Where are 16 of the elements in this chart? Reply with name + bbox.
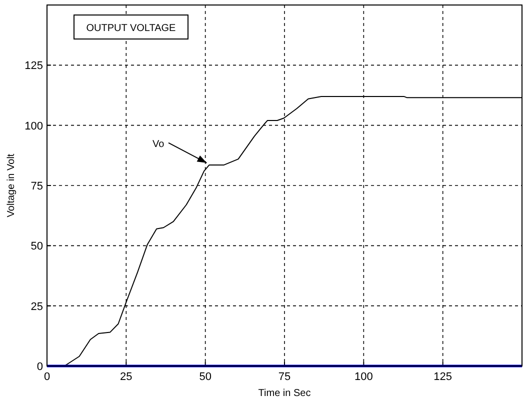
annotation: Vo bbox=[152, 138, 165, 150]
y-tick-label: 0 bbox=[36, 361, 43, 373]
text: OUTPUT VOLTAGE bbox=[86, 23, 176, 34]
x-tick-label: 125 bbox=[434, 371, 452, 383]
x-tick-label: 100 bbox=[354, 371, 373, 383]
y-tick-label: 100 bbox=[24, 120, 43, 132]
x-tick-label: 25 bbox=[120, 371, 132, 383]
x-axis-title: Time in Sec bbox=[258, 388, 311, 399]
y-tick-label: 125 bbox=[24, 60, 43, 72]
y-tick-label: 50 bbox=[30, 240, 43, 253]
x-tick-label: 50 bbox=[199, 371, 212, 383]
x-tick-label: 0 bbox=[44, 371, 50, 383]
y-tick-label: 25 bbox=[30, 300, 43, 313]
x-tick-label: 75 bbox=[278, 371, 291, 383]
y-tick-label: 75 bbox=[30, 180, 43, 192]
y-axis-title: Voltage in Volt bbox=[6, 154, 17, 218]
